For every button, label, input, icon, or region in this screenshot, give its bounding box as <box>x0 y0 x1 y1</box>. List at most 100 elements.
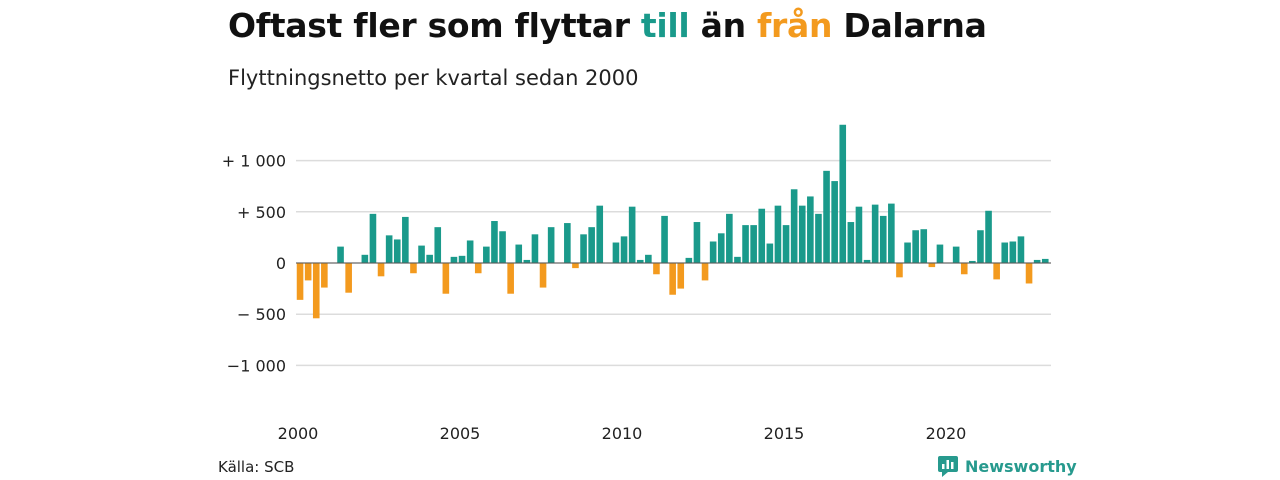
bar <box>442 263 450 294</box>
bar <box>321 263 328 288</box>
bar <box>709 241 717 263</box>
bar <box>717 233 725 263</box>
newsworthy-logo-text: Newsworthy <box>965 456 1077 476</box>
title-part-0: Oftast fler som flyttar <box>228 6 641 45</box>
bar <box>1041 258 1049 263</box>
bar <box>920 229 928 263</box>
title-part-4: Dalarna <box>832 6 987 45</box>
bar <box>636 259 644 263</box>
bar <box>936 244 944 263</box>
bar <box>904 242 911 263</box>
x-tick-label: 2005 <box>440 424 481 443</box>
bar <box>620 236 628 263</box>
bar-chart: + 1 000 + 500 0 − 500 −1 000 2000 2005 2010 2015… <box>222 124 1051 443</box>
bar <box>726 213 733 263</box>
bar <box>523 259 531 263</box>
bar <box>790 189 798 263</box>
bar <box>1001 242 1009 263</box>
y-tick-label: −1 000 <box>227 356 286 375</box>
bar <box>491 221 498 263</box>
x-tick-label: 2015 <box>764 424 805 443</box>
bar <box>531 234 539 263</box>
title-part-3: från <box>756 6 833 45</box>
bar <box>831 181 838 263</box>
bar <box>410 263 417 274</box>
bar <box>393 239 401 263</box>
bar <box>507 263 514 294</box>
bar <box>450 256 458 263</box>
bar <box>815 213 822 263</box>
bar <box>312 263 320 319</box>
bar <box>572 263 579 269</box>
newsworthy-chart-bubble-icon <box>938 456 958 477</box>
bar <box>539 263 547 288</box>
x-tick-label: 2010 <box>602 424 643 443</box>
bar <box>952 246 960 263</box>
bar <box>774 205 782 263</box>
bar <box>912 230 919 263</box>
bar <box>839 124 847 263</box>
bar <box>596 205 604 263</box>
bar <box>1009 241 1017 263</box>
bar <box>402 216 409 263</box>
bar <box>483 246 490 263</box>
bar <box>669 263 676 295</box>
bar <box>1017 236 1025 263</box>
chart-subtitle: Flyttningsnetto per kvartal sedan 2000 <box>228 66 639 90</box>
bar <box>466 240 474 263</box>
bar <box>701 263 709 281</box>
bar <box>896 263 903 278</box>
bar <box>847 222 855 263</box>
bar <box>807 196 814 263</box>
bar <box>580 234 587 263</box>
y-tick-label: 0 <box>276 254 286 273</box>
bar <box>296 263 304 300</box>
bar <box>742 225 749 263</box>
x-tick-label: 2020 <box>926 424 967 443</box>
bar <box>418 245 425 263</box>
bar <box>750 225 757 263</box>
bar <box>823 170 830 263</box>
bar <box>879 215 887 263</box>
bar <box>377 263 385 277</box>
bar <box>499 231 506 263</box>
bar <box>693 222 701 263</box>
bar <box>798 205 806 263</box>
bar <box>588 227 595 263</box>
bar <box>369 213 377 263</box>
bar <box>458 255 466 263</box>
bar <box>547 227 555 263</box>
bar <box>677 263 685 289</box>
bar <box>653 263 660 275</box>
title-part-2: än <box>689 6 757 45</box>
bar <box>612 242 620 263</box>
bar <box>337 246 344 263</box>
y-tick-label: − 500 <box>237 305 286 324</box>
bar <box>474 263 482 274</box>
bar <box>628 206 636 263</box>
bar <box>645 254 652 263</box>
bar <box>361 254 369 263</box>
y-tick-label: + 500 <box>237 203 286 222</box>
bar <box>304 263 312 281</box>
bar <box>1025 263 1033 284</box>
bar <box>977 230 984 263</box>
bar <box>758 208 766 263</box>
bar <box>426 254 433 263</box>
title-part-1: till <box>640 6 690 45</box>
bar <box>685 257 693 263</box>
bar <box>564 223 571 263</box>
bar <box>766 243 774 263</box>
source-label: Källa: SCB <box>218 458 295 476</box>
bar <box>928 263 936 268</box>
bar <box>385 235 393 263</box>
bar <box>985 210 992 263</box>
newsworthy-logo[interactable]: Newsworthy <box>937 455 1077 477</box>
bar <box>960 263 968 275</box>
bar <box>969 260 976 263</box>
y-tick-label: + 1 000 <box>222 152 286 171</box>
bar <box>345 263 352 293</box>
bar <box>871 204 879 263</box>
bar <box>515 244 523 263</box>
bar <box>863 259 871 263</box>
